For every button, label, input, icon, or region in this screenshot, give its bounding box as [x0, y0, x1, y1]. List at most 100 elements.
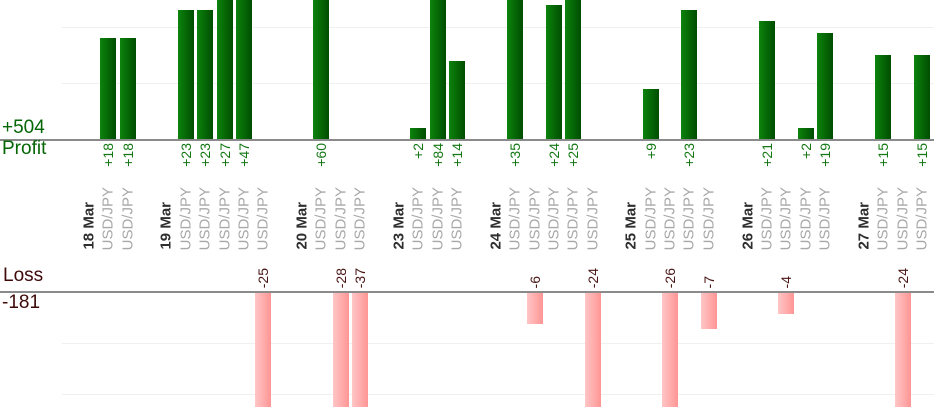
- profit-bar[interactable]: [449, 60, 466, 139]
- loss-plot-area: [0, 293, 934, 407]
- pair-label: USD/JPY: [119, 186, 137, 250]
- pair-label: USD/JPY: [506, 186, 524, 250]
- date-label: 20 Mar: [293, 202, 311, 250]
- profit-value-label: +9: [642, 143, 659, 159]
- pair-label: USD/JPY: [409, 186, 427, 250]
- pair-label: USD/JPY: [235, 186, 253, 250]
- profit-bar[interactable]: [313, 0, 330, 139]
- profit-bar[interactable]: [177, 10, 194, 139]
- pair-label: USD/JPY: [797, 186, 815, 250]
- loss-value-label: -37: [352, 267, 369, 288]
- profit-bar[interactable]: [507, 0, 524, 139]
- profit-value-label: +2: [410, 143, 427, 159]
- date-label: 18 Mar: [80, 202, 98, 250]
- pair-label: USD/JPY: [545, 186, 563, 250]
- profit-value-label: +21: [758, 143, 775, 167]
- profit-total: +504: [2, 117, 45, 138]
- pair-label: USD/JPY: [177, 186, 195, 250]
- profit-value-label: +18: [100, 143, 117, 167]
- loss-axis-line: [0, 291, 934, 293]
- profit-bar[interactable]: [216, 0, 233, 139]
- profit-value-label: +19: [817, 143, 834, 167]
- profit-bar[interactable]: [410, 127, 427, 139]
- profit-value-label: +23: [177, 143, 194, 167]
- profit-axis-line: [0, 139, 934, 141]
- profit-value-label: +60: [313, 143, 330, 167]
- pair-label: USD/JPY: [584, 186, 602, 250]
- loss-bar[interactable]: [778, 293, 795, 314]
- loss-axis-title: Loss: [3, 265, 44, 286]
- profit-value-label: +15: [913, 143, 930, 167]
- profit-gridline: [62, 83, 934, 84]
- profit-value-label: +23: [681, 143, 698, 167]
- profit-value-label: +27: [216, 143, 233, 167]
- pair-label: USD/JPY: [564, 186, 582, 250]
- profit-bar[interactable]: [797, 127, 814, 139]
- loss-value-label: -24: [584, 267, 601, 288]
- profit-value-label: +84: [429, 143, 446, 167]
- profit-bar[interactable]: [817, 32, 834, 139]
- profit-value-label: +47: [235, 143, 252, 167]
- profit-bar[interactable]: [758, 21, 775, 139]
- loss-value-label: -25: [255, 267, 272, 288]
- loss-value-label: -7: [700, 275, 717, 288]
- pair-label: USD/JPY: [894, 186, 912, 250]
- profit-bar[interactable]: [565, 0, 582, 139]
- profit-bar[interactable]: [197, 10, 214, 139]
- date-label: 27 Mar: [855, 202, 873, 250]
- profit-value-label: +14: [449, 143, 466, 167]
- pair-label: USD/JPY: [680, 186, 698, 250]
- profit-bar[interactable]: [119, 38, 136, 139]
- pair-label: USD/JPY: [254, 186, 272, 250]
- pair-label: USD/JPY: [700, 186, 718, 250]
- profit-bar[interactable]: [642, 88, 659, 139]
- loss-bar[interactable]: [894, 293, 911, 407]
- profit-value-label: +23: [197, 143, 214, 167]
- pair-label: USD/JPY: [196, 186, 214, 250]
- pair-label: USD/JPY: [526, 186, 543, 250]
- loss-bar[interactable]: [255, 293, 272, 407]
- loss-value-label: -26: [662, 267, 679, 288]
- profit-bar[interactable]: [545, 4, 562, 139]
- date-label: 24 Mar: [487, 202, 505, 250]
- date-label: 26 Mar: [739, 202, 757, 250]
- loss-bar[interactable]: [352, 293, 369, 407]
- pair-label: USD/JPY: [216, 186, 234, 250]
- pair-label: USD/JPY: [816, 186, 834, 250]
- loss-value-label: -24: [894, 267, 911, 288]
- profit-bar[interactable]: [235, 0, 252, 139]
- profit-bar[interactable]: [100, 38, 117, 139]
- loss-bar[interactable]: [526, 293, 543, 324]
- pair-label: USD/JPY: [351, 186, 369, 250]
- pair-label: USD/JPY: [777, 186, 795, 250]
- profit-bar[interactable]: [875, 55, 892, 139]
- pair-label: USD/JPY: [874, 186, 892, 250]
- loss-value-label: -6: [526, 275, 543, 288]
- pair-label: USD/JPY: [913, 186, 931, 250]
- pair-label: USD/JPY: [642, 186, 660, 250]
- profit-value-label: +35: [507, 143, 524, 167]
- date-label: 23 Mar: [390, 202, 408, 250]
- profit-value-label: +18: [119, 143, 136, 167]
- profit-gridline: [62, 27, 934, 28]
- pair-label: USD/JPY: [661, 186, 679, 250]
- loss-bar[interactable]: [662, 293, 679, 407]
- profit-bar[interactable]: [429, 0, 446, 139]
- profit-axis-title: Profit: [2, 138, 47, 159]
- loss-value-label: -28: [332, 267, 349, 288]
- profit-value-label: +2: [797, 143, 814, 159]
- loss-gridline: [62, 394, 934, 395]
- pair-label: USD/JPY: [332, 186, 350, 250]
- profit-plot-area: [0, 0, 934, 139]
- date-label: 25 Mar: [622, 202, 640, 250]
- profit-bar[interactable]: [681, 10, 698, 139]
- profit-bar[interactable]: [913, 55, 930, 139]
- loss-bar[interactable]: [700, 293, 717, 330]
- loss-bar[interactable]: [332, 293, 349, 407]
- loss-gridline: [62, 343, 934, 344]
- loss-bar[interactable]: [584, 293, 601, 407]
- pair-label: USD/JPY: [99, 186, 117, 250]
- pair-label: USD/JPY: [429, 186, 447, 250]
- pair-label: USD/JPY: [758, 186, 776, 250]
